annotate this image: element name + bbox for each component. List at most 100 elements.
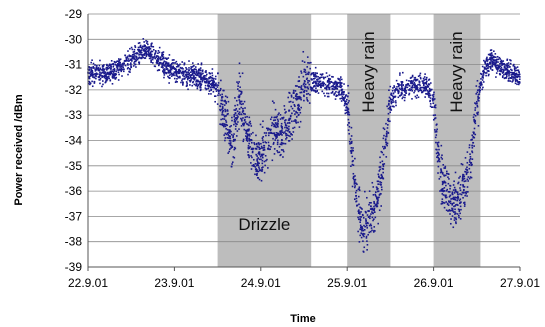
data-point: [335, 94, 338, 97]
data-point: [292, 91, 295, 94]
data-point: [354, 185, 356, 187]
data-point: [226, 96, 229, 99]
data-point: [303, 99, 305, 102]
data-point: [170, 63, 173, 65]
data-point: [150, 53, 153, 56]
data-point: [264, 141, 267, 143]
data-point: [475, 102, 477, 105]
data-point: [451, 202, 454, 205]
data-point: [162, 51, 165, 53]
data-point: [471, 138, 473, 141]
data-point: [491, 61, 493, 63]
data-point: [279, 130, 282, 132]
data-point: [497, 64, 499, 67]
data-point: [468, 161, 471, 163]
data-point: [295, 111, 298, 114]
data-point: [269, 118, 272, 121]
data-point: [103, 64, 105, 66]
data-point: [107, 65, 110, 67]
data-point: [235, 99, 238, 102]
data-point: [481, 79, 484, 81]
data-point: [483, 59, 485, 62]
data-point: [116, 64, 119, 67]
data-point: [92, 76, 94, 78]
data-point: [317, 78, 319, 80]
data-point: [285, 124, 288, 127]
data-point: [478, 88, 481, 91]
data-point: [503, 69, 505, 71]
data-point: [261, 139, 264, 141]
data-point: [108, 77, 111, 80]
data-point: [285, 134, 287, 137]
data-point: [387, 131, 390, 134]
data-point: [371, 216, 374, 219]
data-point: [174, 62, 176, 64]
data-point: [373, 202, 376, 205]
data-point: [363, 246, 366, 249]
data-point: [506, 66, 509, 69]
data-point: [166, 64, 169, 67]
data-point: [439, 190, 441, 192]
data-point: [262, 147, 265, 149]
data-point: [274, 139, 277, 141]
data-point: [210, 79, 213, 82]
data-point: [357, 212, 360, 214]
data-point: [267, 134, 270, 137]
data-point: [244, 118, 246, 121]
data-point: [238, 111, 241, 114]
data-point: [247, 146, 250, 149]
data-point: [360, 211, 362, 213]
data-point: [436, 151, 439, 154]
data-point: [303, 68, 306, 71]
data-point: [250, 133, 253, 135]
data-point: [284, 124, 287, 127]
data-point: [237, 121, 239, 123]
x-tick-label-1: 23.9.01: [154, 276, 194, 290]
data-point: [454, 188, 457, 191]
data-point: [110, 60, 113, 62]
data-point: [445, 190, 448, 192]
data-point: [504, 67, 507, 69]
data-point: [175, 74, 177, 77]
data-point: [105, 78, 108, 80]
data-point: [518, 82, 521, 84]
data-point: [417, 75, 420, 78]
data-point: [306, 73, 309, 75]
data-point: [125, 58, 128, 61]
data-point: [182, 68, 184, 70]
data-point: [320, 83, 322, 85]
data-point: [90, 61, 92, 64]
data-point: [485, 74, 487, 77]
data-point: [297, 114, 300, 117]
data-point: [461, 191, 464, 194]
data-point: [488, 73, 490, 76]
data-point: [187, 73, 190, 76]
data-point: [383, 128, 386, 131]
data-point: [124, 64, 127, 67]
data-point: [513, 72, 516, 74]
data-point: [314, 72, 317, 74]
data-point: [420, 86, 422, 89]
data-point: [479, 84, 482, 87]
data-point: [205, 80, 208, 83]
data-point: [377, 202, 379, 205]
data-point: [437, 145, 439, 147]
data-point: [477, 95, 479, 98]
data-point: [293, 104, 296, 106]
data-point: [232, 136, 234, 139]
data-point: [473, 113, 475, 116]
data-point: [109, 79, 112, 81]
data-point: [210, 93, 212, 95]
data-point: [243, 128, 246, 131]
data-point: [361, 233, 364, 236]
data-point: [118, 73, 120, 76]
data-point: [448, 201, 451, 203]
data-point: [107, 67, 110, 70]
data-point: [381, 151, 384, 154]
data-point: [244, 129, 247, 132]
data-point: [252, 147, 255, 150]
data-point: [328, 80, 331, 83]
data-point: [212, 85, 215, 88]
data-point: [220, 123, 223, 126]
data-point: [344, 102, 346, 105]
